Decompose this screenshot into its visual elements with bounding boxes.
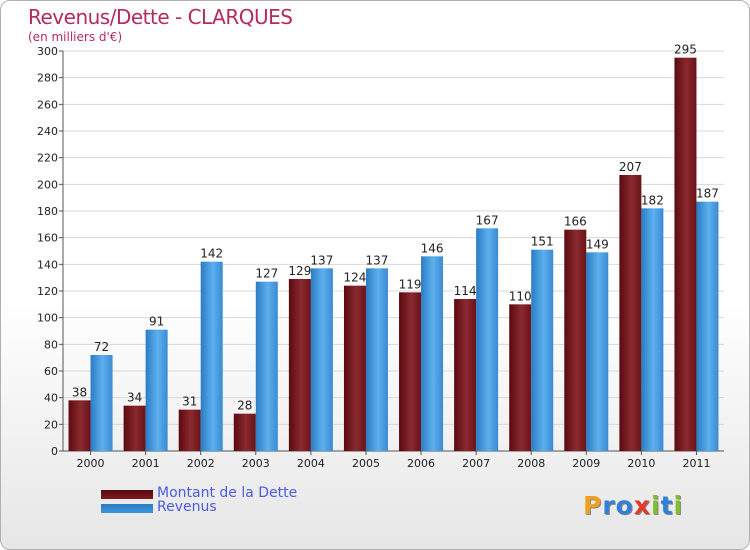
bar-debt [233, 413, 256, 451]
y-tick-label: 40 [44, 392, 58, 405]
bar-revenue [255, 281, 278, 451]
logo-letter: i [673, 491, 684, 520]
y-tick-label: 120 [37, 285, 58, 298]
value-label-debt: 207 [619, 160, 642, 174]
value-label-debt: 28 [237, 399, 252, 413]
value-label-revenue: 91 [149, 315, 164, 329]
y-tick-label: 280 [37, 72, 58, 85]
y-tick-label: 20 [44, 418, 58, 431]
value-label-revenue: 187 [696, 187, 719, 201]
x-tick-label: 2005 [352, 457, 380, 470]
x-tick-label: 2007 [462, 457, 490, 470]
value-label-revenue: 72 [94, 340, 109, 354]
y-tick-label: 100 [37, 312, 58, 325]
x-tick-label: 2008 [517, 457, 545, 470]
legend-swatch-revenue [101, 504, 153, 513]
bar-revenue [90, 355, 113, 451]
logo-letter: o [615, 491, 634, 520]
proxiti-logo: Proxiti [583, 491, 683, 520]
value-label-revenue: 182 [641, 193, 664, 207]
x-tick-label: 2011 [682, 457, 710, 470]
y-tick-label: 240 [37, 125, 58, 138]
value-label-revenue: 146 [421, 241, 444, 255]
bar-debt [399, 292, 422, 451]
y-tick-label: 160 [37, 232, 58, 245]
chart-title: Revenus/Dette - CLARQUES [28, 5, 293, 29]
x-tick-label: 2004 [297, 457, 325, 470]
bar-revenue [310, 268, 333, 451]
value-label-debt: 119 [399, 277, 422, 291]
bar-revenue [696, 201, 719, 451]
logo-letter: x [633, 491, 651, 520]
bar-debt [674, 57, 697, 452]
y-tick-label: 140 [37, 258, 58, 271]
bar-revenue [641, 208, 664, 451]
logo-letter: r [602, 491, 616, 520]
bar-revenue [531, 249, 554, 451]
y-tick-label: 60 [44, 365, 58, 378]
value-label-debt: 124 [344, 271, 367, 285]
bar-revenue [586, 252, 609, 451]
value-label-debt: 295 [674, 43, 697, 57]
value-label-debt: 38 [72, 385, 87, 399]
value-label-revenue: 137 [310, 253, 333, 267]
y-tick-label: 180 [37, 205, 58, 218]
bar-revenue [421, 256, 444, 451]
legend-label-debt: Montant de la Dette [157, 485, 298, 501]
bar-layer [68, 57, 719, 452]
value-label-revenue: 151 [531, 235, 554, 249]
value-label-debt: 166 [564, 215, 587, 229]
y-tick-label: 220 [37, 152, 58, 165]
x-tick-label: 2009 [572, 457, 600, 470]
bar-debt [68, 400, 91, 451]
logo-letter: t [660, 491, 674, 520]
value-label-revenue: 142 [200, 247, 223, 261]
bar-debt [619, 175, 642, 451]
value-label-debt: 114 [454, 284, 477, 298]
logo-letter: i [651, 491, 661, 520]
value-label-debt: 129 [288, 264, 311, 278]
legend-label-revenue: Revenus [157, 499, 217, 515]
x-tick-label: 2010 [627, 457, 655, 470]
bar-revenue [200, 261, 223, 451]
bar-revenue [476, 228, 499, 451]
value-label-debt: 110 [509, 289, 532, 303]
bar-debt [288, 279, 311, 451]
bar-revenue [365, 268, 388, 451]
y-tick-label: 0 [51, 445, 58, 458]
logo-letter: P [583, 491, 603, 520]
legend-swatch-debt [101, 490, 153, 499]
bar-debt [123, 405, 146, 451]
x-tick-label: 2003 [242, 457, 270, 470]
bar-debt [343, 285, 366, 451]
bar-debt [509, 304, 532, 451]
x-tick-label: 2002 [187, 457, 215, 470]
value-label-debt: 34 [127, 391, 142, 405]
x-tick-label: 2001 [132, 457, 160, 470]
y-tick-label: 200 [37, 178, 58, 191]
y-tick-label: 300 [37, 45, 58, 58]
y-tick-label: 80 [44, 338, 58, 351]
value-label-debt: 31 [182, 395, 197, 409]
y-tick-label: 260 [37, 98, 58, 111]
value-label-revenue: 167 [476, 213, 499, 227]
bar-debt [564, 229, 587, 451]
value-label-revenue: 127 [255, 267, 278, 281]
axis-layer: 0 20 40 60 80 100 120 140 160 180 200 220 240 260 280 3… [37, 45, 724, 470]
x-tick-label: 2006 [407, 457, 435, 470]
value-label-revenue: 137 [366, 253, 389, 267]
bar-revenue [145, 329, 168, 451]
chart-subtitle: (en milliers d'€) [28, 30, 123, 44]
x-tick-label: 2000 [77, 457, 105, 470]
value-label-revenue: 149 [586, 237, 609, 251]
bar-debt [454, 299, 477, 451]
bar-debt [178, 409, 201, 451]
